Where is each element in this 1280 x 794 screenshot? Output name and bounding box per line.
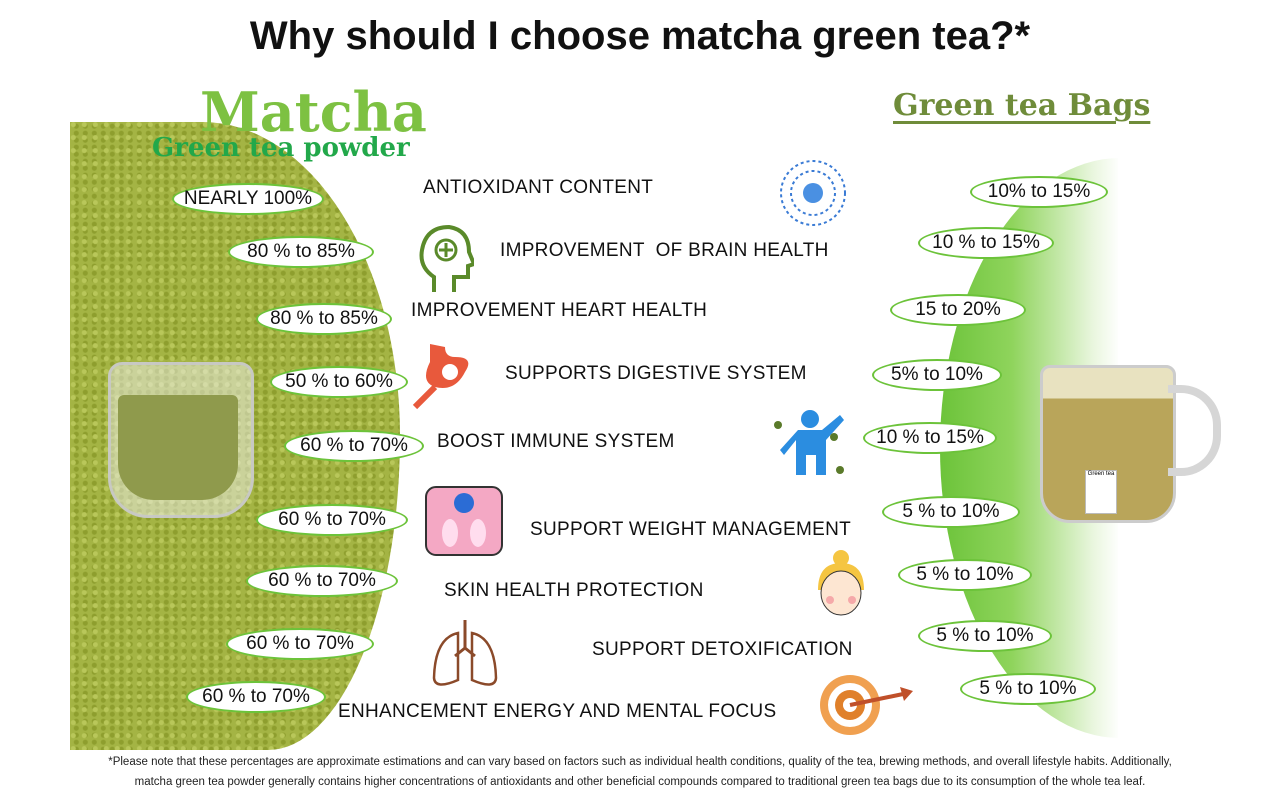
benefit-label: IMPROVEMENT HEART HEALTH <box>411 300 708 321</box>
lungs-icon <box>430 618 500 698</box>
scale-icon <box>424 485 504 562</box>
benefit-label: BOOST IMMUNE SYSTEM <box>437 431 675 452</box>
benefit-label: SUPPORT WEIGHT MANAGEMENT <box>530 519 852 540</box>
tea-bag-percentage-oval: 10% to 15% <box>970 176 1108 208</box>
target-icon <box>818 673 918 743</box>
footnote: *Please note that these percentages are … <box>0 752 1280 792</box>
matcha-percentage-oval: NEARLY 100% <box>172 183 324 215</box>
matcha-title: Matcha <box>200 80 427 144</box>
matcha-subtitle: Green tea powder <box>152 133 410 163</box>
benefit-label: SUPPORT DETOXIFICATION <box>592 639 853 660</box>
matcha-percentage-oval: 60 % to 70% <box>284 430 424 462</box>
tea-bag-percentage-oval: 10 % to 15% <box>863 422 997 454</box>
benefit-label: IMPROVEMENT OF BRAIN HEALTH <box>500 240 829 261</box>
face-icon <box>806 548 876 628</box>
tea-bag-percentage-oval: 5 % to 10% <box>898 559 1032 591</box>
page-title: Why should I choose matcha green tea?* <box>249 14 1031 58</box>
matcha-percentage-oval: 60 % to 70% <box>186 681 326 713</box>
footnote-line-1: *Please note that these percentages are … <box>108 756 1172 768</box>
tea-bag-percentage-oval: 5 % to 10% <box>918 620 1052 652</box>
benefit-label: ENHANCEMENT ENERGY AND MENTAL FOCUS <box>338 701 777 722</box>
tea-bag-percentage-oval: 5% to 10% <box>872 359 1002 391</box>
benefit-label: SKIN HEALTH PROTECTION <box>444 580 704 601</box>
matcha-tea-liquid <box>118 395 238 500</box>
tea-bag-percentage-oval: 15 to 20% <box>890 294 1026 326</box>
brain-head-icon <box>414 222 477 302</box>
tea-bag-percentage-oval: 5 % to 10% <box>960 673 1096 705</box>
matcha-percentage-oval: 60 % to 70% <box>246 565 398 597</box>
green-tea-bags-title: Green tea Bags <box>893 88 1151 123</box>
footnote-line-2: matcha green tea powder generally contai… <box>134 776 1146 788</box>
tea-bag-percentage-oval: 5 % to 10% <box>882 496 1020 528</box>
benefit-label: SUPPORTS DIGESTIVE SYSTEM <box>505 363 807 384</box>
tea-bag-percentage-oval: 10 % to 15% <box>918 227 1054 259</box>
matcha-percentage-oval: 60 % to 70% <box>256 504 408 536</box>
matcha-percentage-oval: 80 % to 85% <box>256 303 392 335</box>
mug-handle <box>1168 385 1221 476</box>
stomach-icon <box>410 342 480 417</box>
atom-icon <box>778 158 848 233</box>
matcha-percentage-oval: 80 % to 85% <box>228 236 374 268</box>
matcha-percentage-oval: 60 % to 70% <box>226 628 374 660</box>
benefit-label: ANTIOXIDANT CONTENT <box>423 177 654 198</box>
matcha-percentage-oval: 50 % to 60% <box>270 366 408 398</box>
immune-body-icon <box>770 405 855 485</box>
tea-bag-tag: Green tea <box>1085 470 1117 514</box>
